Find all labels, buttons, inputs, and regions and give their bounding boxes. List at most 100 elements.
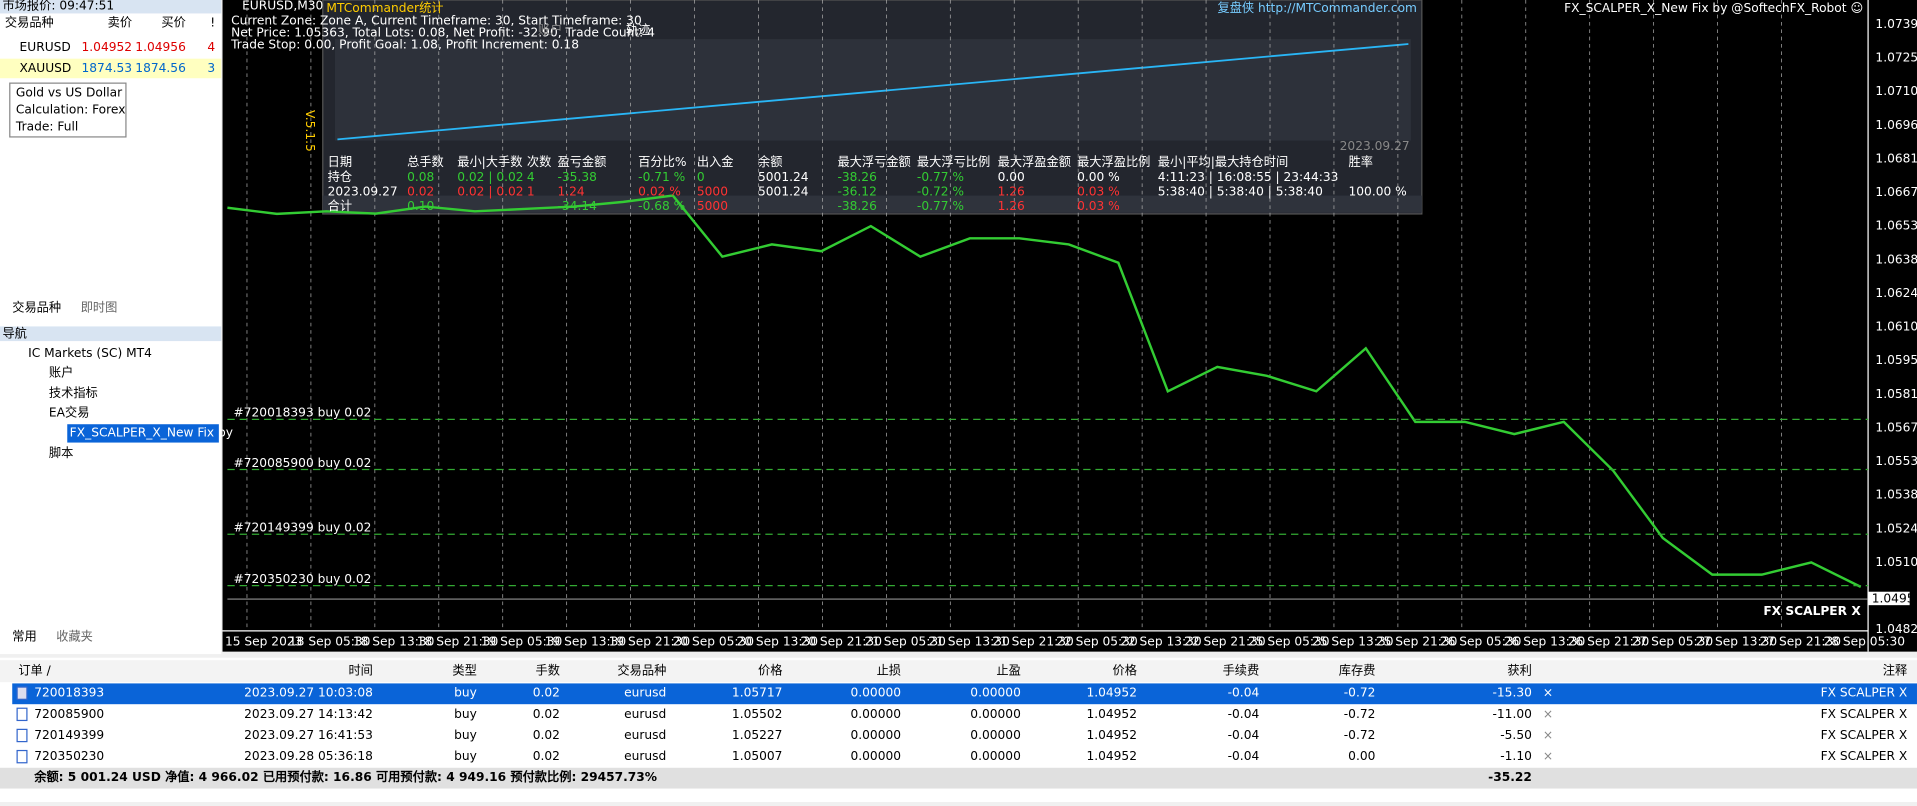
account-summary: 余额: 5 001.24 USD 净值: 4 966.02 已用预付款: 16.…: [33, 769, 657, 784]
nav-item[interactable]: 脚本: [49, 445, 73, 460]
time-label: 18 Sep 13:30: [353, 634, 435, 648]
stats-cell: -38.26: [837, 170, 876, 184]
order-cell: 1.05007: [732, 749, 783, 763]
order-cell: buy: [454, 686, 477, 700]
order-cell: -0.72: [1344, 686, 1376, 700]
price-label: 1.05955: [1875, 353, 1917, 367]
close-button[interactable]: ×: [1543, 707, 1553, 721]
stats-cell: -0.68 %: [638, 199, 685, 213]
order-cell: FX SCALPER X: [1821, 749, 1908, 763]
stats-cell: 100.00 %: [1348, 184, 1406, 198]
order-cell: -0.72: [1344, 707, 1376, 721]
stats-header: 胜率: [1348, 154, 1372, 169]
quote-cell: XAUUSD: [20, 61, 72, 75]
stats-cell: 1.26: [998, 184, 1025, 198]
stats-cell: 0.00: [998, 170, 1025, 184]
order-cell: -0.72: [1344, 728, 1376, 742]
column-header: 交易品种: [617, 663, 666, 678]
price-label: 1.06675: [1875, 185, 1917, 199]
order-cell: buy: [454, 749, 477, 763]
order-icon: [16, 749, 28, 764]
nav-item[interactable]: 账户: [49, 364, 73, 379]
order-label: #720350230 buy 0.02: [234, 572, 372, 586]
column-header: 注释: [1883, 663, 1907, 678]
nav-item[interactable]: EA交易: [49, 405, 90, 420]
stats-cell: 5000: [697, 199, 728, 213]
order-cell: 0.02: [533, 707, 560, 721]
order-cell: 720149399: [34, 728, 104, 742]
stats-cell: 1.26: [998, 199, 1025, 213]
order-cell: eurusd: [624, 749, 666, 763]
price-label: 1.05240: [1875, 521, 1917, 535]
price-label: 1.05670: [1875, 420, 1917, 434]
stats-cell: 5000: [697, 184, 728, 198]
quote-cell: 1874.56: [135, 61, 186, 75]
order-cell: 2023.09.27 16:41:53: [244, 728, 373, 742]
info-line: Net Price: 1.05363, Total Lots: 0.08, Ne…: [231, 26, 655, 40]
stats-cell: 4:11:23 | 16:08:55 | 23:44:33: [1158, 170, 1339, 184]
time-label: 27 Sep 21:30: [1760, 634, 1842, 648]
column-header: 类型: [452, 664, 476, 678]
tooltip-line: Trade: Full: [15, 120, 78, 134]
tab[interactable]: 收藏夹: [56, 629, 93, 643]
stats-cell: 合计: [328, 198, 352, 213]
total-row-bg: [322, 195, 1422, 213]
time-label: 26 Sep 05:30: [1440, 634, 1522, 648]
close-button[interactable]: ×: [1543, 749, 1553, 763]
tab[interactable]: 轨迹: [626, 23, 650, 37]
plot-date: 2023.09.27: [1340, 139, 1410, 153]
tab[interactable]: 账户: [538, 22, 562, 37]
order-cell: -1.10: [1500, 749, 1532, 763]
order-cell: buy: [454, 728, 477, 742]
watermark: FX SCALPER X: [1763, 604, 1861, 618]
stats-header: 盈亏金额: [557, 154, 606, 169]
order-cell: buy: [454, 707, 477, 721]
quote-cell: EURUSD: [20, 40, 71, 54]
stats-header: 余额: [758, 154, 782, 169]
order-cell: 0.02: [533, 728, 560, 742]
quote-cell: 3: [207, 61, 215, 75]
price-label: 1.07395: [1875, 17, 1917, 31]
stats-cell: -0.72 %: [917, 184, 964, 198]
current-price: 1.04952: [1872, 592, 1917, 606]
overlay-title: MTCommander统计: [326, 1, 443, 15]
order-cell: 0.00000: [851, 686, 902, 700]
time-label: 21 Sep 05:30: [864, 634, 946, 648]
order-cell: -5.50: [1500, 728, 1532, 742]
selected-order-row: [12, 683, 1917, 705]
column-header: 止损: [877, 664, 901, 678]
time-label: 18 Sep 05:30: [289, 634, 371, 648]
tab[interactable]: 即时图: [81, 301, 118, 315]
order-cell: -0.04: [1228, 686, 1260, 700]
nav-item[interactable]: 技术指标: [49, 385, 98, 400]
terminal-header: [0, 660, 1917, 683]
selected-symbol-row: [0, 58, 222, 79]
order-cell: -0.04: [1228, 728, 1260, 742]
price-label: 1.06385: [1875, 252, 1917, 266]
order-cell: FX SCALPER X: [1821, 707, 1908, 721]
info-line: Trade Stop: 0.00, Profit Goal: 1.08, Pro…: [230, 38, 579, 52]
overlay-link[interactable]: 复盘侠 http://MTCommander.com: [1217, 0, 1416, 15]
close-button[interactable]: ×: [1543, 686, 1553, 700]
order-cell: 2023.09.27 14:13:42: [244, 707, 373, 721]
price-line: [227, 194, 1862, 588]
price-label: 1.07250: [1875, 51, 1917, 65]
nav-item[interactable]: IC Markets (SC) MT4: [28, 346, 152, 360]
order-cell: 1.04952: [1086, 707, 1137, 721]
time-label: 19 Sep 05:30: [481, 634, 563, 648]
tab[interactable]: 常用: [12, 629, 36, 643]
stats-cell: 5001.24: [758, 184, 809, 198]
order-cell: FX SCALPER X: [1821, 686, 1908, 700]
quote-cell: 1874.53: [82, 61, 133, 75]
close-button[interactable]: ×: [1543, 728, 1553, 742]
order-cell: 2023.09.28 05:36:18: [244, 749, 373, 763]
stats-header: 最小|平均|最大持仓时间: [1158, 154, 1288, 169]
order-label: #720149399 buy 0.02: [234, 521, 372, 535]
column-header: 时间: [348, 664, 372, 678]
tab[interactable]: 交易品种: [12, 300, 61, 315]
nav-item[interactable]: FX_SCALPER_X_New Fix by: [70, 425, 233, 439]
stats-header: 百分比%: [638, 155, 686, 169]
order-cell: FX SCALPER X: [1821, 728, 1908, 742]
stats-header: 次数: [527, 154, 551, 169]
order-cell: 720085900: [34, 707, 104, 721]
